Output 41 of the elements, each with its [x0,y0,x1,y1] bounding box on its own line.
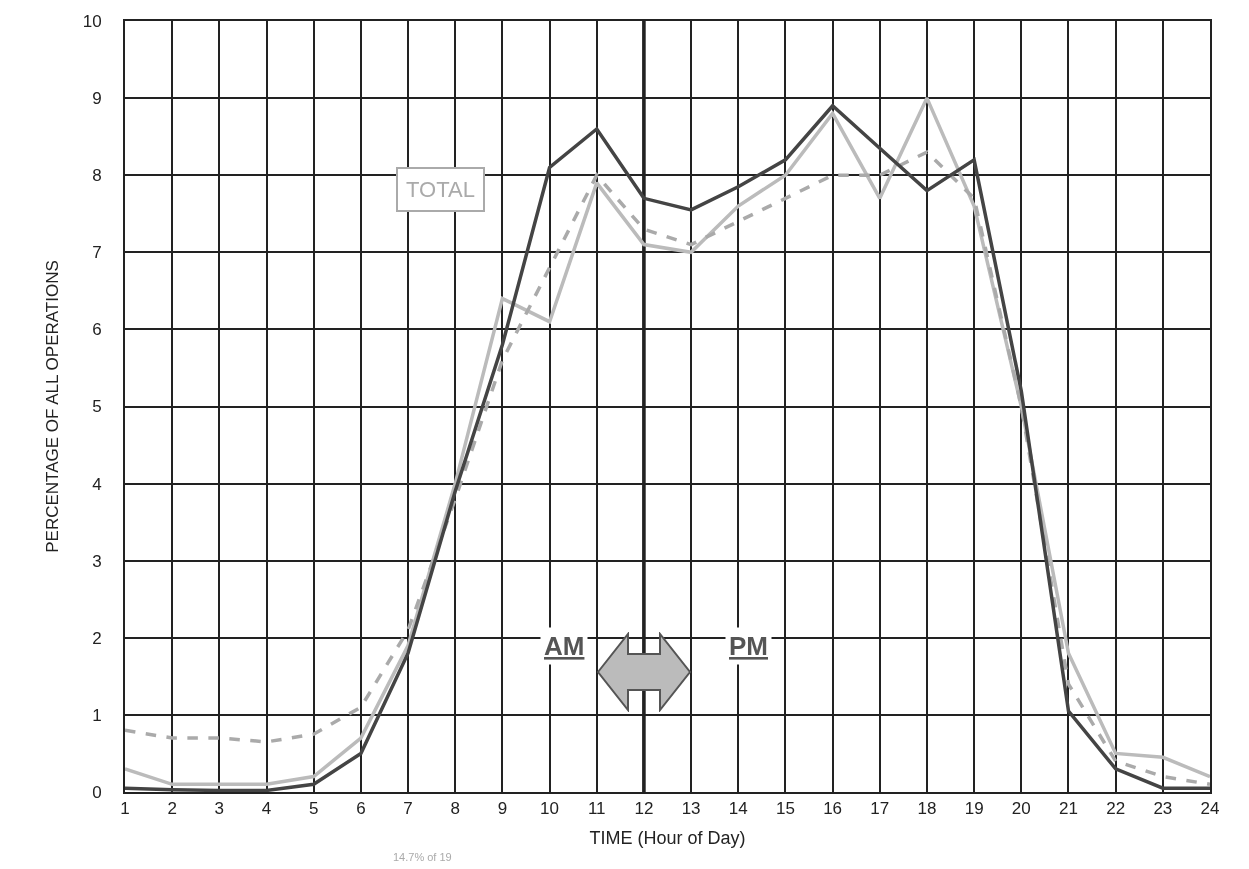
x-tick-label: 17 [870,799,890,819]
x-tick-label: 4 [261,799,272,819]
x-tick-label: 12 [634,799,654,819]
x-tick-label: 7 [403,799,413,819]
x-tick-label: 11 [587,799,606,819]
x-tick-label: 10 [540,799,560,819]
y-tick-label: 2 [92,628,102,648]
x-tick-label: 1 [120,799,130,819]
x-tick-label: 18 [917,799,937,819]
x-tick-label: 8 [450,799,460,819]
text: 14.7% of 19 [393,851,452,863]
y-tick-label: 7 [92,243,102,263]
x-axis-title: TIME (Hour of Day) [589,828,746,848]
y-axis-title: PERCENTAGE OF ALL OPERATIONS [42,260,62,553]
x-tick-label: 13 [681,799,701,819]
x-tick-label: 14 [728,799,748,819]
x-tick-label: 15 [775,799,795,819]
x-tick-label: 6 [356,799,366,819]
x-tick-label: 2 [167,799,177,819]
x-tick-label: 3 [214,799,225,819]
x-tick-label: 23 [1153,799,1173,819]
annotation: PM [729,631,768,661]
y-tick-label: 8 [92,166,102,186]
y-tick-label: 10 [82,11,102,31]
x-tick-label: 5 [308,799,319,819]
x-tick-label: 24 [1200,799,1220,819]
x-tick-label: 9 [497,799,508,819]
annotation: AM [544,631,585,661]
y-tick-label: 0 [92,782,102,802]
y-tick-label: 1 [92,705,102,725]
x-tick-label: 20 [1011,799,1031,819]
x-tick-label: 21 [1059,799,1078,819]
y-tick-label: 5 [92,397,102,417]
x-tick-label: 19 [964,799,984,819]
y-tick-label: 3 [92,551,102,571]
y-tick-label: 9 [92,89,102,109]
y-tick-label: 6 [92,320,102,340]
x-tick-label: 16 [823,799,843,819]
x-tick-label: 22 [1106,799,1126,819]
annotation: TOTAL [406,177,475,202]
y-tick-label: 4 [92,474,102,494]
